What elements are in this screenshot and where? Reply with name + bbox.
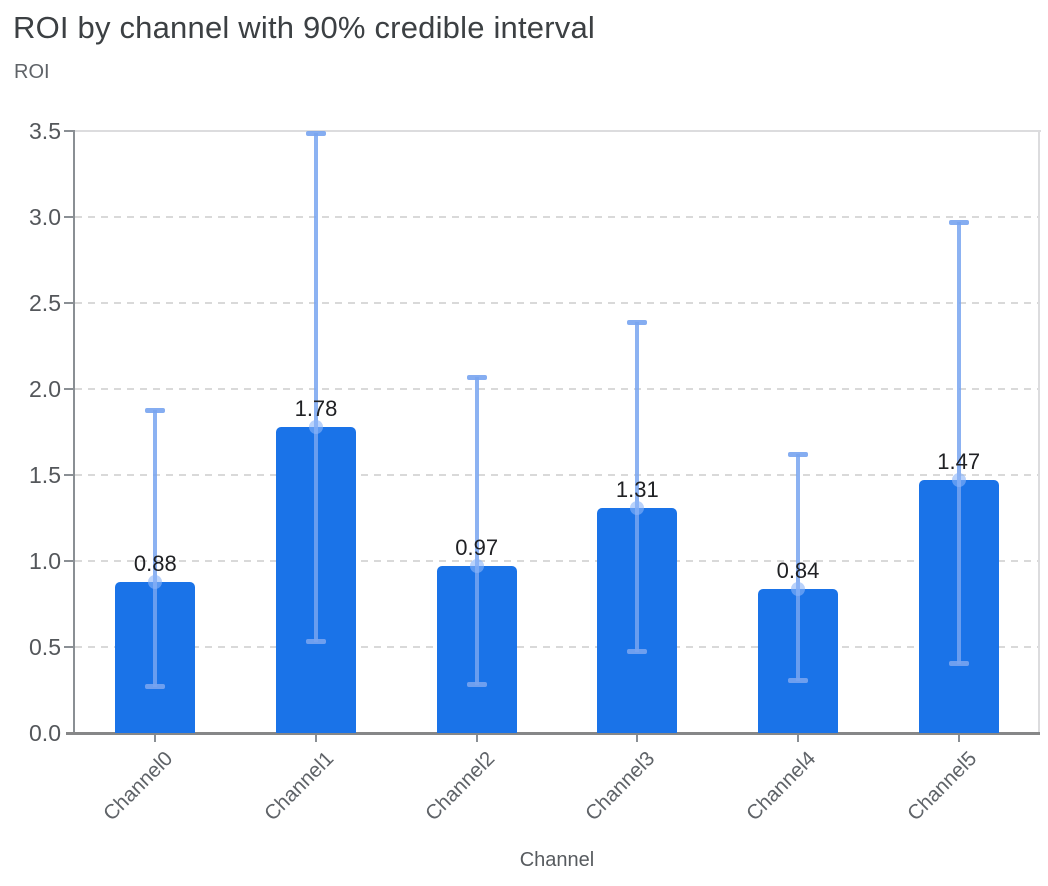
x-tick-label: Channel1 bbox=[259, 747, 339, 826]
error-bar-line bbox=[314, 132, 318, 642]
value-label: 1.31 bbox=[615, 476, 659, 502]
y-tick bbox=[64, 302, 75, 304]
error-bar-line bbox=[153, 409, 158, 687]
x-tick-label: Channel4 bbox=[741, 747, 821, 826]
error-bar-cap-top bbox=[145, 407, 166, 413]
gridline bbox=[75, 560, 1039, 562]
value-label: 1.47 bbox=[937, 449, 981, 475]
x-tick-label: Channel3 bbox=[581, 747, 660, 826]
error-bar-cap-top bbox=[788, 452, 808, 458]
x-tick bbox=[154, 735, 157, 742]
error-bar-cap-bottom bbox=[466, 681, 487, 687]
x-tick-label: Channel2 bbox=[420, 747, 499, 826]
y-tick-label: 1.0 bbox=[29, 548, 61, 574]
y-tick-label: 0.0 bbox=[29, 720, 61, 746]
gridline bbox=[75, 216, 1039, 218]
error-bar-cap-top bbox=[306, 130, 326, 136]
error-bar-cap-bottom bbox=[145, 683, 166, 689]
gridline bbox=[75, 302, 1039, 304]
x-tick bbox=[636, 735, 639, 742]
y-tick-label: 2.0 bbox=[29, 376, 61, 402]
error-bar-line bbox=[635, 321, 640, 653]
y-tick-label: 2.5 bbox=[29, 290, 61, 316]
error-bar-line bbox=[956, 222, 961, 665]
error-bar-cap-top bbox=[948, 220, 969, 226]
error-bar-cap-top bbox=[627, 319, 648, 325]
y-tick bbox=[64, 388, 75, 390]
error-bar-cap-bottom bbox=[306, 638, 326, 644]
error-bar-cap-bottom bbox=[788, 678, 808, 684]
y-tick bbox=[64, 130, 75, 132]
x-tick bbox=[475, 735, 478, 742]
error-bar-cap-bottom bbox=[627, 649, 648, 655]
y-tick bbox=[64, 216, 75, 218]
gridline bbox=[75, 388, 1039, 390]
y-axis-line bbox=[73, 131, 75, 733]
x-tick bbox=[957, 735, 960, 742]
y-tick-label: 3.5 bbox=[29, 118, 61, 144]
x-tick bbox=[315, 735, 317, 742]
x-tick bbox=[797, 735, 799, 742]
mean-dot bbox=[951, 473, 966, 488]
error-bar-cap-bottom bbox=[948, 661, 969, 667]
plot-right-border bbox=[1038, 131, 1040, 733]
value-label: 0.88 bbox=[133, 550, 177, 576]
mean-dot bbox=[630, 500, 645, 515]
y-tick-label: 3.0 bbox=[29, 204, 61, 230]
gridline bbox=[75, 646, 1039, 648]
y-tick-label: 1.5 bbox=[29, 462, 61, 488]
mean-dot bbox=[148, 574, 163, 589]
y-tick bbox=[64, 560, 75, 562]
y-tick bbox=[64, 646, 75, 648]
gridline bbox=[75, 474, 1039, 476]
error-bar-line bbox=[796, 454, 800, 682]
error-bar-line bbox=[474, 376, 479, 685]
x-axis-line bbox=[66, 732, 1040, 735]
x-axis-title: Channel bbox=[519, 849, 595, 871]
mean-dot bbox=[791, 581, 805, 596]
mean-dot bbox=[469, 559, 484, 574]
x-tick-label: Channel5 bbox=[902, 747, 981, 826]
y-tick-label: 0.5 bbox=[29, 634, 61, 660]
x-tick-label: Channel0 bbox=[99, 747, 178, 826]
y-axis-title: ROI bbox=[14, 61, 50, 83]
mean-dot bbox=[309, 419, 323, 434]
plot-top-border bbox=[75, 130, 1041, 132]
value-label: 0.84 bbox=[776, 557, 820, 583]
y-tick bbox=[64, 474, 75, 476]
value-label: 0.97 bbox=[455, 535, 499, 561]
chart-title: ROI by channel with 90% credible interva… bbox=[13, 10, 595, 45]
error-bar-cap-top bbox=[466, 374, 487, 380]
value-label: 1.78 bbox=[294, 395, 338, 421]
